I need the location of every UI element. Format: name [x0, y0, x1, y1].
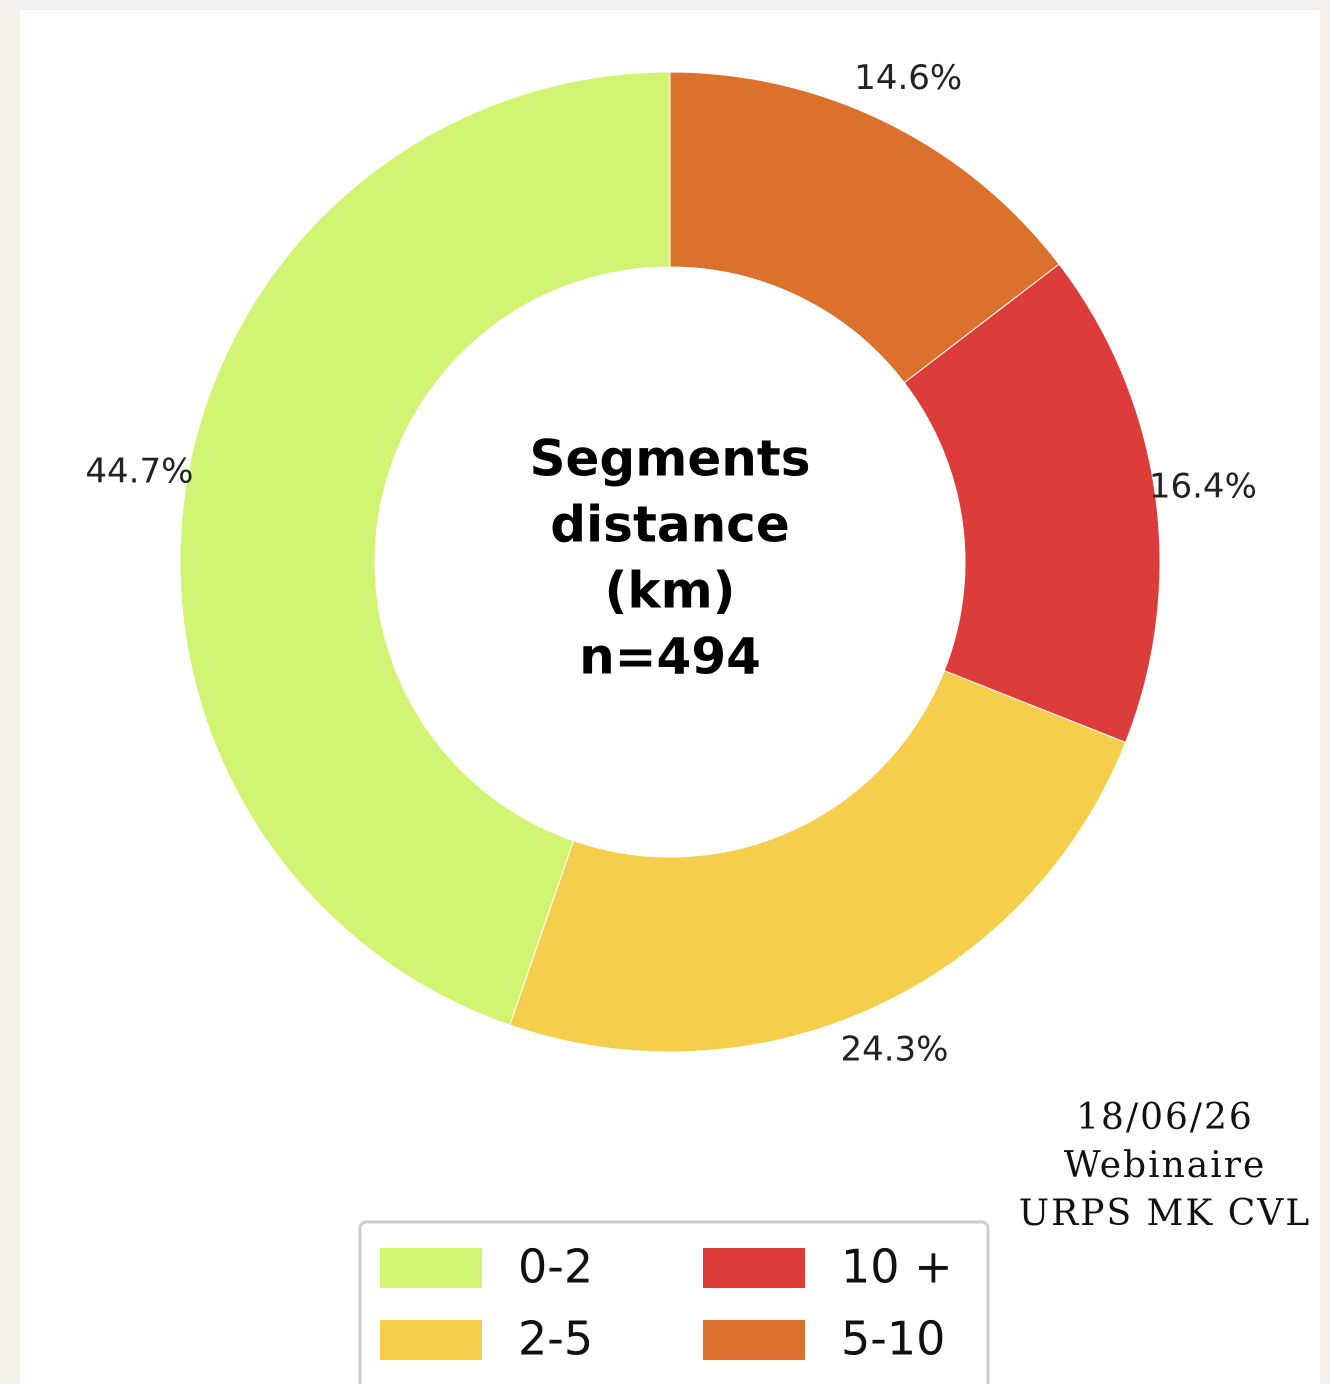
center-text: distance — [550, 496, 789, 554]
legend-label: 10 + — [841, 1240, 953, 1294]
annotation: 18/06/26 — [1076, 1097, 1254, 1138]
donut-segment — [669, 71, 1060, 384]
annotation: Webinaire — [1064, 1145, 1267, 1186]
donut-segment — [509, 669, 1127, 1053]
legend-label: 5-10 — [841, 1312, 945, 1366]
legend-swatch — [703, 1320, 805, 1360]
value-label: 16.4% — [1149, 466, 1257, 506]
legend-label: 2-5 — [518, 1312, 593, 1366]
value-label: 44.7% — [85, 451, 193, 491]
center-text: n=494 — [579, 628, 761, 686]
center-text: Segments — [530, 430, 811, 488]
legend-label: 0-2 — [518, 1240, 593, 1294]
legend-box — [358, 1220, 990, 1384]
value-label: 24.3% — [840, 1029, 948, 1069]
legend-swatch — [703, 1248, 805, 1288]
legend-swatch — [380, 1248, 482, 1288]
center-text: (km) — [604, 562, 735, 620]
value-label: 14.6% — [854, 58, 962, 98]
annotation: URPS MK CVL — [1019, 1193, 1311, 1234]
legend-swatch — [380, 1320, 482, 1360]
donut-segment — [179, 71, 671, 1026]
donut-segment — [903, 263, 1161, 744]
